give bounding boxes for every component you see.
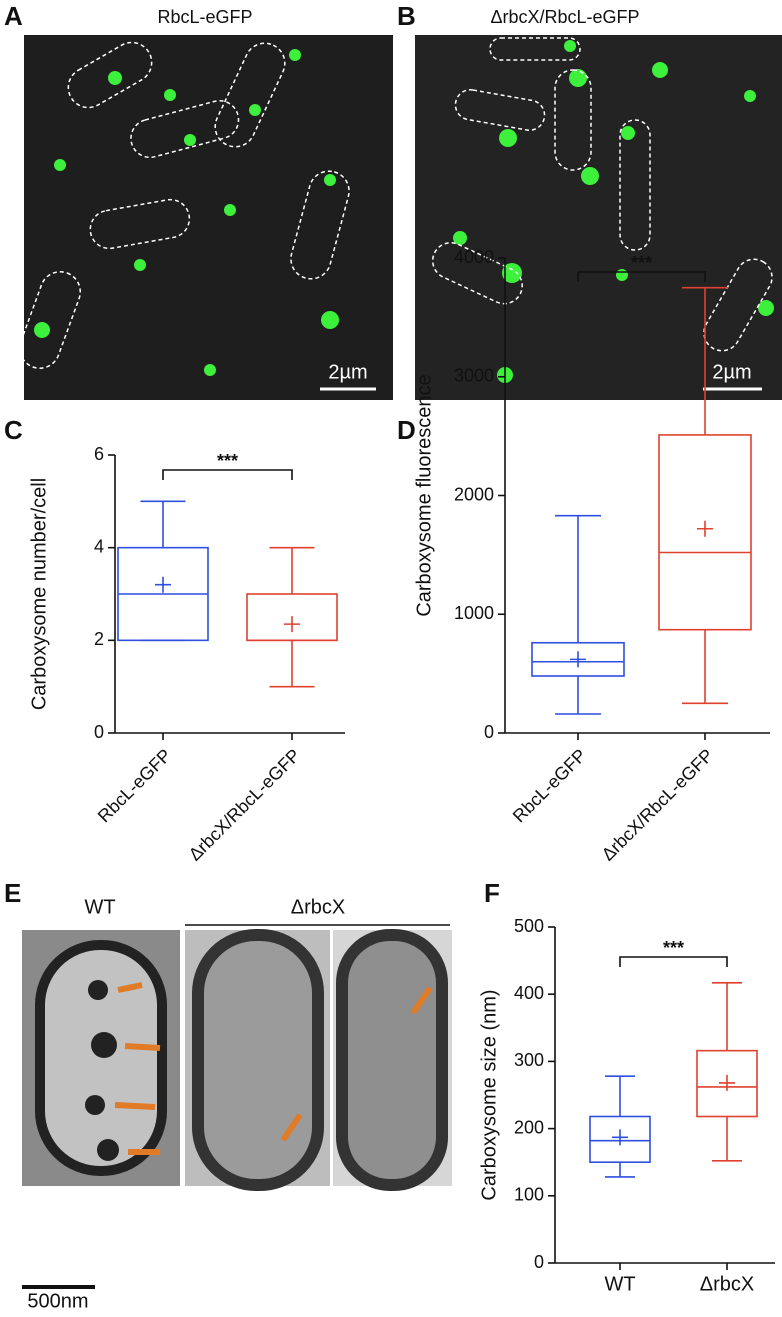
mean-marker bbox=[284, 616, 300, 633]
panel-letter: A bbox=[4, 1, 23, 31]
panel-letter: C bbox=[4, 415, 23, 445]
y-tick-label: 100 bbox=[514, 1185, 544, 1205]
y-tick-label: 1000 bbox=[454, 603, 494, 623]
scale-label: 500nm bbox=[27, 1290, 88, 1312]
box bbox=[589, 1115, 651, 1164]
mean-marker bbox=[155, 576, 171, 593]
y-tick-label: 400 bbox=[514, 983, 544, 1003]
significance-bracket bbox=[162, 469, 293, 480]
cell bbox=[336, 929, 448, 1191]
panel-letter: D bbox=[397, 415, 416, 445]
x-tick-label: RbcL-eGFP bbox=[94, 745, 175, 826]
significance-bracket bbox=[577, 271, 706, 282]
cell-outlines bbox=[431, 37, 773, 352]
scale-label: 2µm bbox=[328, 361, 367, 383]
y-tick-label: 2000 bbox=[454, 484, 494, 504]
y-axis-label: Carboxysome fluorescence bbox=[413, 374, 435, 616]
significance: *** bbox=[663, 938, 684, 958]
box bbox=[658, 434, 752, 631]
panel-letter: B bbox=[397, 1, 416, 31]
mean-marker bbox=[697, 520, 713, 537]
box bbox=[531, 641, 625, 677]
y-tick-label: 4000 bbox=[454, 247, 494, 267]
scale-label: 2µm bbox=[712, 361, 751, 383]
y-tick-label: 200 bbox=[514, 1117, 544, 1137]
y-tick-label: 4 bbox=[94, 536, 104, 556]
image-title: ΔrbcX bbox=[291, 896, 345, 918]
y-tick-label: 300 bbox=[514, 1050, 544, 1070]
panel-letter: F bbox=[484, 878, 500, 908]
cell bbox=[192, 929, 324, 1191]
image-title: WT bbox=[84, 896, 115, 918]
mean-marker bbox=[719, 1074, 735, 1091]
y-tick-label: 3000 bbox=[454, 366, 494, 386]
y-tick-label: 500 bbox=[514, 916, 544, 936]
mean-marker bbox=[612, 1129, 628, 1146]
cell-outlines bbox=[18, 41, 350, 369]
significance: *** bbox=[217, 451, 238, 471]
y-tick-label: 0 bbox=[534, 1252, 544, 1272]
carboxysomes bbox=[85, 980, 119, 1161]
significance: *** bbox=[631, 253, 652, 273]
image-title: RbcL-eGFP bbox=[157, 7, 252, 27]
y-tick-label: 2 bbox=[94, 629, 104, 649]
x-tick-label: WT bbox=[604, 1273, 635, 1295]
micrograph bbox=[415, 35, 782, 400]
x-tick-label: ΔrbcX bbox=[700, 1273, 754, 1295]
x-tick-label: RbcL-eGFP bbox=[509, 745, 590, 826]
significance-bracket bbox=[619, 956, 728, 967]
y-tick-label: 6 bbox=[94, 444, 104, 464]
box bbox=[696, 1049, 758, 1118]
y-axis-label: Carboxysome number/cell bbox=[28, 478, 50, 710]
image-title: ΔrbcX/RbcL-eGFP bbox=[490, 7, 639, 27]
micrograph bbox=[24, 35, 393, 400]
arrows bbox=[114, 982, 161, 1155]
fluorescence-spots bbox=[34, 49, 339, 376]
panel-letter: E bbox=[4, 878, 21, 908]
y-axis-label: Carboxysome size (nm) bbox=[478, 989, 500, 1200]
mean-marker bbox=[570, 651, 586, 668]
y-tick-label: 0 bbox=[94, 722, 104, 742]
arrows bbox=[280, 986, 433, 1142]
y-tick-label: 0 bbox=[484, 722, 494, 742]
x-tick-label: ΔrbcX/RbcL-eGFP bbox=[185, 745, 305, 865]
cell bbox=[35, 940, 167, 1176]
x-tick-label: ΔrbcX/RbcL-eGFP bbox=[598, 745, 718, 865]
